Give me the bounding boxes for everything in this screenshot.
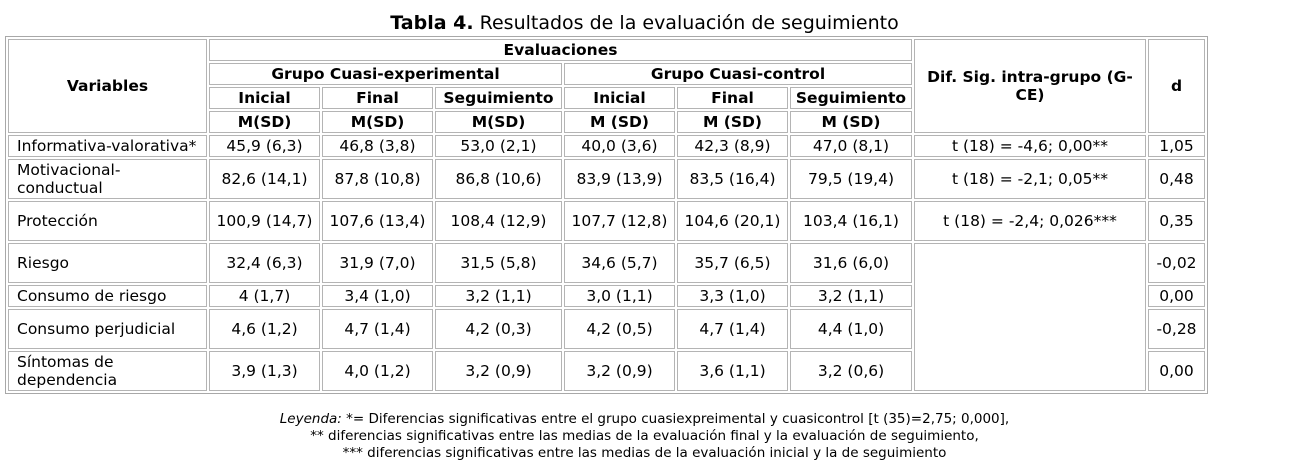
value-cell: 42,3 (8,9) xyxy=(677,135,788,157)
header-group-control: Grupo Cuasi-control xyxy=(564,63,912,85)
value-cell: 3,2 (1,1) xyxy=(435,285,562,307)
stat-header: M (SD) xyxy=(790,111,912,133)
value-cell: 107,7 (12,8) xyxy=(564,201,675,241)
stat-header: M(SD) xyxy=(209,111,320,133)
value-cell: 104,6 (20,1) xyxy=(677,201,788,241)
stat-header: M (SD) xyxy=(677,111,788,133)
value-cell: 31,6 (6,0) xyxy=(790,243,912,283)
value-cell: 83,5 (16,4) xyxy=(677,159,788,199)
value-cell: 34,6 (5,7) xyxy=(564,243,675,283)
stat-header-row: M(SD) M(SD) M(SD) M (SD) M (SD) M (SD) xyxy=(8,111,1205,133)
results-table-wrapper: Variables Evaluaciones Dif. Sig. intra-g… xyxy=(5,36,1208,394)
table-row: Riesgo 32,4 (6,3) 31,9 (7,0) 31,5 (5,8) … xyxy=(8,243,1205,391)
table-row: Protección 100,9 (14,7) 107,6 (13,4) 108… xyxy=(8,201,1205,241)
effect-size-cell: 1,05 xyxy=(1148,135,1205,157)
value-cell: 82,6 (14,1) xyxy=(209,159,320,199)
legend-line-1: Leyenda: *= Diferencias significativas e… xyxy=(0,411,1289,428)
value-cell: 31,9 (7,0) xyxy=(322,243,433,283)
phase-header: Final xyxy=(677,87,788,109)
header-effect-size: d xyxy=(1148,39,1205,133)
table-caption: Resultados de la evaluación de seguimien… xyxy=(473,12,899,34)
value-cell: 3,3 (1,0) xyxy=(677,285,788,307)
variable-name: Riesgo xyxy=(8,243,207,283)
value-cell: 108,4 (12,9) xyxy=(435,201,562,241)
variable-name: Motivacional-conductual xyxy=(8,159,207,199)
value-cell: 4,7 (1,4) xyxy=(677,309,788,349)
legend-text: *= Diferencias significativas entre el g… xyxy=(341,411,1010,427)
value-cell: 3,0 (1,1) xyxy=(564,285,675,307)
dif-cell: t (18) = -2,4; 0,026*** xyxy=(914,201,1146,241)
value-cell: 107,6 (13,4) xyxy=(322,201,433,241)
table-row: Síntomas de dependencia 3,9 (1,3) 4,0 (1… xyxy=(8,351,1205,391)
value-cell: 31,5 (5,8) xyxy=(435,243,562,283)
table-row: Consumo de riesgo 4 (1,7) 3,4 (1,0) 3,2 … xyxy=(8,285,1205,307)
header-dif-sig: Dif. Sig. intra-grupo (G-CE) xyxy=(914,39,1146,133)
value-cell: 4,0 (1,2) xyxy=(322,351,433,391)
phase-header: Final xyxy=(322,87,433,109)
header-group-experimental: Grupo Cuasi-experimental xyxy=(209,63,562,85)
effect-size-cell: 0,48 xyxy=(1148,159,1205,199)
table-legend: Leyenda: *= Diferencias significativas e… xyxy=(0,411,1289,462)
value-cell: 86,8 (10,6) xyxy=(435,159,562,199)
legend-line-3: *** diferencias significativas entre las… xyxy=(342,445,947,461)
value-cell: 3,9 (1,3) xyxy=(209,351,320,391)
phase-header: Seguimiento xyxy=(790,87,912,109)
variable-name: Protección xyxy=(8,201,207,241)
phase-header: Seguimiento xyxy=(435,87,562,109)
value-cell: 32,4 (6,3) xyxy=(209,243,320,283)
value-cell: 45,9 (6,3) xyxy=(209,135,320,157)
value-cell: 100,9 (14,7) xyxy=(209,201,320,241)
phase-header: Inicial xyxy=(564,87,675,109)
header-variables: Variables xyxy=(8,39,207,133)
stat-header: M(SD) xyxy=(435,111,562,133)
value-cell: 35,7 (6,5) xyxy=(677,243,788,283)
table-row: Motivacional-conductual 82,6 (14,1) 87,8… xyxy=(8,159,1205,199)
effect-size-cell: 0,00 xyxy=(1148,285,1205,307)
effect-size-cell: 0,35 xyxy=(1148,201,1205,241)
value-cell: 4,4 (1,0) xyxy=(790,309,912,349)
dif-cell-empty xyxy=(914,243,1146,391)
value-cell: 79,5 (19,4) xyxy=(790,159,912,199)
effect-size-cell: -0,02 xyxy=(1148,243,1205,283)
value-cell: 83,9 (13,9) xyxy=(564,159,675,199)
value-cell: 4 (1,7) xyxy=(209,285,320,307)
legend-label: Leyenda: xyxy=(279,411,342,427)
value-cell: 103,4 (16,1) xyxy=(790,201,912,241)
value-cell: 47,0 (8,1) xyxy=(790,135,912,157)
table-number: Tabla 4. xyxy=(390,12,474,34)
dif-cell: t (18) = -2,1; 0,05** xyxy=(914,159,1146,199)
value-cell: 3,6 (1,1) xyxy=(677,351,788,391)
value-cell: 4,2 (0,5) xyxy=(564,309,675,349)
variable-name: Síntomas de dependencia xyxy=(8,351,207,391)
value-cell: 3,2 (0,6) xyxy=(790,351,912,391)
value-cell: 4,7 (1,4) xyxy=(322,309,433,349)
effect-size-cell: 0,00 xyxy=(1148,351,1205,391)
phase-header: Inicial xyxy=(209,87,320,109)
value-cell: 4,2 (0,3) xyxy=(435,309,562,349)
phase-header-row: Inicial Final Seguimiento Inicial Final … xyxy=(8,87,1205,109)
value-cell: 46,8 (3,8) xyxy=(322,135,433,157)
value-cell: 3,2 (0,9) xyxy=(564,351,675,391)
value-cell: 4,6 (1,2) xyxy=(209,309,320,349)
value-cell: 3,2 (1,1) xyxy=(790,285,912,307)
stat-header: M(SD) xyxy=(322,111,433,133)
variable-name: Consumo perjudicial xyxy=(8,309,207,349)
effect-size-cell: -0,28 xyxy=(1148,309,1205,349)
table-row: Consumo perjudicial 4,6 (1,2) 4,7 (1,4) … xyxy=(8,309,1205,349)
value-cell: 40,0 (3,6) xyxy=(564,135,675,157)
value-cell: 87,8 (10,8) xyxy=(322,159,433,199)
value-cell: 3,4 (1,0) xyxy=(322,285,433,307)
table-row: Informativa-valorativa* 45,9 (6,3) 46,8 … xyxy=(8,135,1205,157)
variable-name: Informativa-valorativa* xyxy=(8,135,207,157)
header-evaluaciones: Evaluaciones xyxy=(209,39,912,61)
results-table: Variables Evaluaciones Dif. Sig. intra-g… xyxy=(5,36,1208,394)
dif-cell: t (18) = -4,6; 0,00** xyxy=(914,135,1146,157)
stat-header: M (SD) xyxy=(564,111,675,133)
variable-name: Consumo de riesgo xyxy=(8,285,207,307)
legend-line-2: ** diferencias significativas entre las … xyxy=(310,428,979,444)
value-cell: 3,2 (0,9) xyxy=(435,351,562,391)
value-cell: 53,0 (2,1) xyxy=(435,135,562,157)
table-title: Tabla 4. Resultados de la evaluación de … xyxy=(0,11,1289,35)
